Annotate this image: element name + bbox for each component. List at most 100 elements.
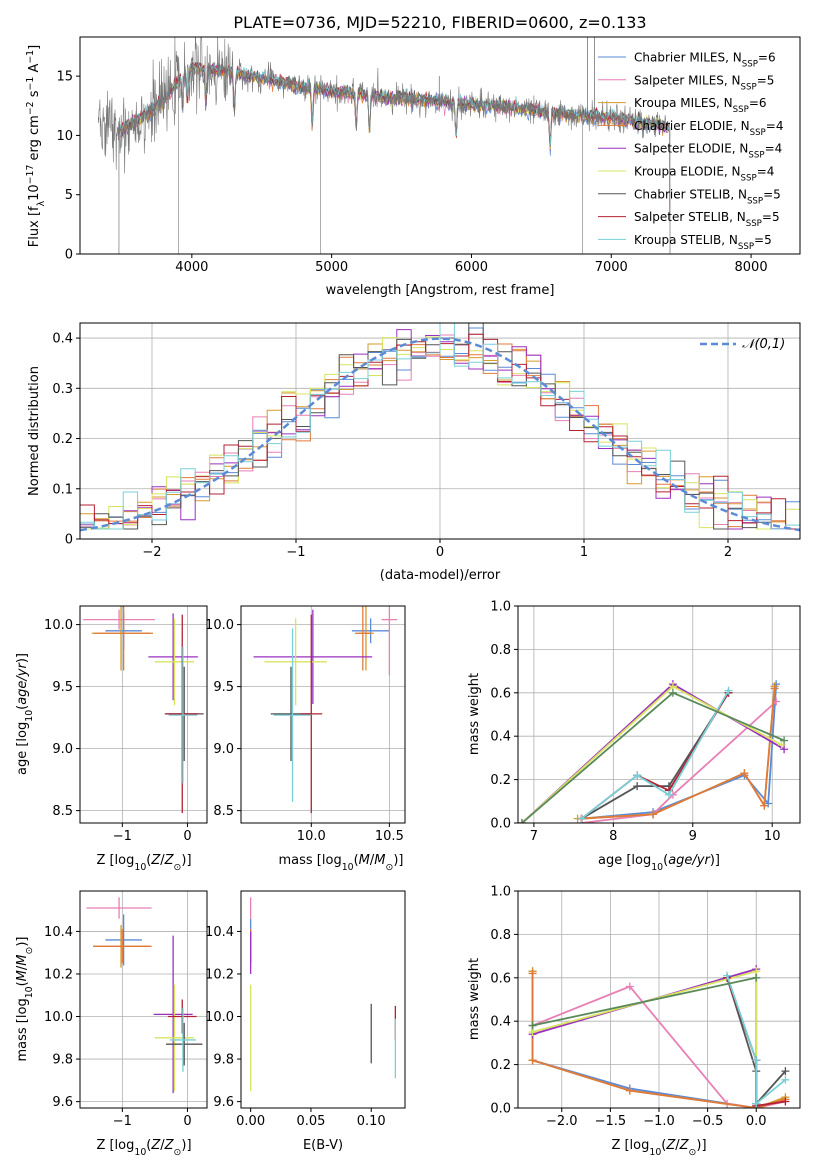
weight-marker [724,686,733,695]
axes-frame: 0.00 0.05 0.10 9.6 9.8 10.0 10.2 10.4 E(B-V) [205,890,406,1153]
legend-label: Salpeter MILES, NSSP=5 [634,73,774,92]
y-tick-label: 15 [56,70,73,85]
histogram-step [80,323,800,530]
chart-weight_vs_age: 7 8 9 10 0.0 0.2 0.4 0.6 0.8 1.0 age [log10(age/yr… [467,600,801,873]
weight-marker [625,1086,634,1095]
weight-marker [633,782,642,791]
axes-frame: 7 8 9 10 0.0 0.2 0.4 0.6 0.8 1.0 age [log10(age/yr… [467,600,801,873]
x-tick-label: 9 [689,829,697,844]
y-tick-label: 9.5 [213,680,234,695]
x-tick-label: −2 [142,545,161,560]
plot-area [97,37,671,254]
x-tick-label: 4000 [175,260,208,275]
weight-marker [528,1021,537,1030]
y-tick-label: 9.6 [213,1095,234,1110]
chart-spectrum: 4000 5000 6000 7000 8000 0 5 10 15 wavelength [An… [25,36,801,298]
plot-area [249,897,397,1091]
weight-series-line [581,684,778,820]
weight-series-line [581,692,730,820]
y-axis-label: mass weight [467,673,482,755]
y-axis-label: mass [log10(M/M⊙)] [15,937,35,1062]
y-tick-label: 0.4 [490,1015,511,1030]
weight-marker [752,1099,761,1108]
y-tick-label: 5 [65,188,73,203]
weight-marker [781,1067,790,1076]
y-tick-label: 8.5 [213,804,234,819]
y-axis-label: age [log10(age/yr)] [15,653,35,775]
y-tick-label: 0.8 [490,643,511,658]
axes-border [517,605,801,824]
weight-series-line [580,692,730,820]
plot-area [80,323,800,532]
legend-label: Chabrier STELIB, NSSP=5 [634,187,781,206]
x-axis-label: wavelength [Angstrom, rest frame] [326,283,555,298]
x-tick-label: −0.5 [692,1114,724,1129]
weight-marker [649,810,658,819]
x-tick-label: 0 [436,545,444,560]
y-tick-label: 10.0 [44,618,73,633]
y-axis-label: mass weight [467,958,482,1040]
x-tick-label: 0 [183,1114,191,1129]
weight-series-line [521,691,785,823]
weight-series-line [581,688,776,820]
legend-label: Kroupa STELIB, NSSP=5 [634,233,772,252]
weight-marker [781,1075,790,1084]
x-tick-label: 7000 [595,260,628,275]
weight-series-line [580,690,730,820]
chart-mass_vs_Z: −1 0 9.6 9.8 10.0 10.2 10.4 Z [log10(Z/Z⊙)] mass… [15,890,208,1158]
x-tick-label: 5000 [315,260,348,275]
legend-label: Salpeter STELIB, NSSP=5 [634,210,780,229]
y-axis-label: Normed distribution [27,366,42,496]
x-tick-label: −1 [286,545,305,560]
x-tick-label: −2.0 [546,1114,578,1129]
legend-label: Kroupa ELODIE, NSSP=4 [634,165,774,184]
y-tick-label: 0 [65,248,73,263]
y-tick-label: 0.2 [490,1058,511,1073]
y-tick-label: 10.2 [205,967,234,982]
y-tick-label: 0 [65,533,73,548]
weight-series-line [532,970,758,1104]
x-tick-label: 0.05 [296,1114,325,1129]
y-tick-label: 0.0 [490,817,511,832]
y-tick-label: 9.8 [52,1053,73,1068]
axes-border [240,890,406,1109]
weight-series-line [532,967,758,1104]
normal-curve [80,337,800,532]
y-tick-label: 10.2 [44,967,73,982]
weight-marker [781,1097,790,1106]
y-tick-label: 10 [56,129,73,144]
y-tick-label: 10.0 [205,618,234,633]
y-tick-label: 9.8 [213,1053,234,1068]
x-tick-label: 0.00 [236,1114,265,1129]
weight-marker [668,688,677,697]
y-tick-label: 1.0 [490,600,511,615]
x-tick-label: 10.5 [375,829,404,844]
y-axis-label: Flux [fλ10−17 erg cm−2 s−1 A−1] [25,45,47,247]
chart-age_vs_mass: 10.0 10.5 8.5 9.0 9.5 10.0 mass [log10(M/M⊙)] [205,605,406,873]
plot-area [83,606,204,814]
weight-marker [577,814,586,823]
figure-title: PLATE=0736, MJD=52210, FIBERID=0600, z=0… [233,13,646,32]
plot-area [86,897,203,1094]
x-tick-label: −1.0 [643,1114,675,1129]
weight-marker [518,819,526,823]
y-tick-label: 9.0 [52,742,73,757]
x-tick-label: 7 [530,829,538,844]
axes-border [240,605,406,824]
y-tick-label: 1.0 [490,885,511,900]
weight-marker [633,771,642,780]
legend: Chabrier MILES, NSSP=6 Salpeter MILES, NS… [598,51,783,252]
chart-age_vs_Z: −1 0 8.5 9.0 9.5 10.0 Z [log10(Z/Z⊙)] age [log1… [15,605,208,873]
x-tick-label: 0.0 [746,1114,767,1129]
weight-marker [528,1056,537,1065]
y-tick-label: 0.4 [490,730,511,745]
weight-series-line [531,971,758,1108]
legend-label: 𝒩(0,1) [742,337,785,352]
x-tick-label: −1 [113,1114,132,1129]
axes-frame: 10.0 10.5 8.5 9.0 9.5 10.0 mass [log10(M/M⊙)] [205,605,406,873]
plot-area [518,680,789,823]
axes-frame: −2.0 −1.5 −1.0 −0.5 0.0 0.0 0.2 0.4 0.6 0.8 1.0 Z [… [467,885,801,1158]
axes-frame: −1 0 8.5 9.0 9.5 10.0 Z [log10(Z/Z⊙)] age [log1… [15,605,208,873]
y-tick-label: 9.0 [213,742,234,757]
